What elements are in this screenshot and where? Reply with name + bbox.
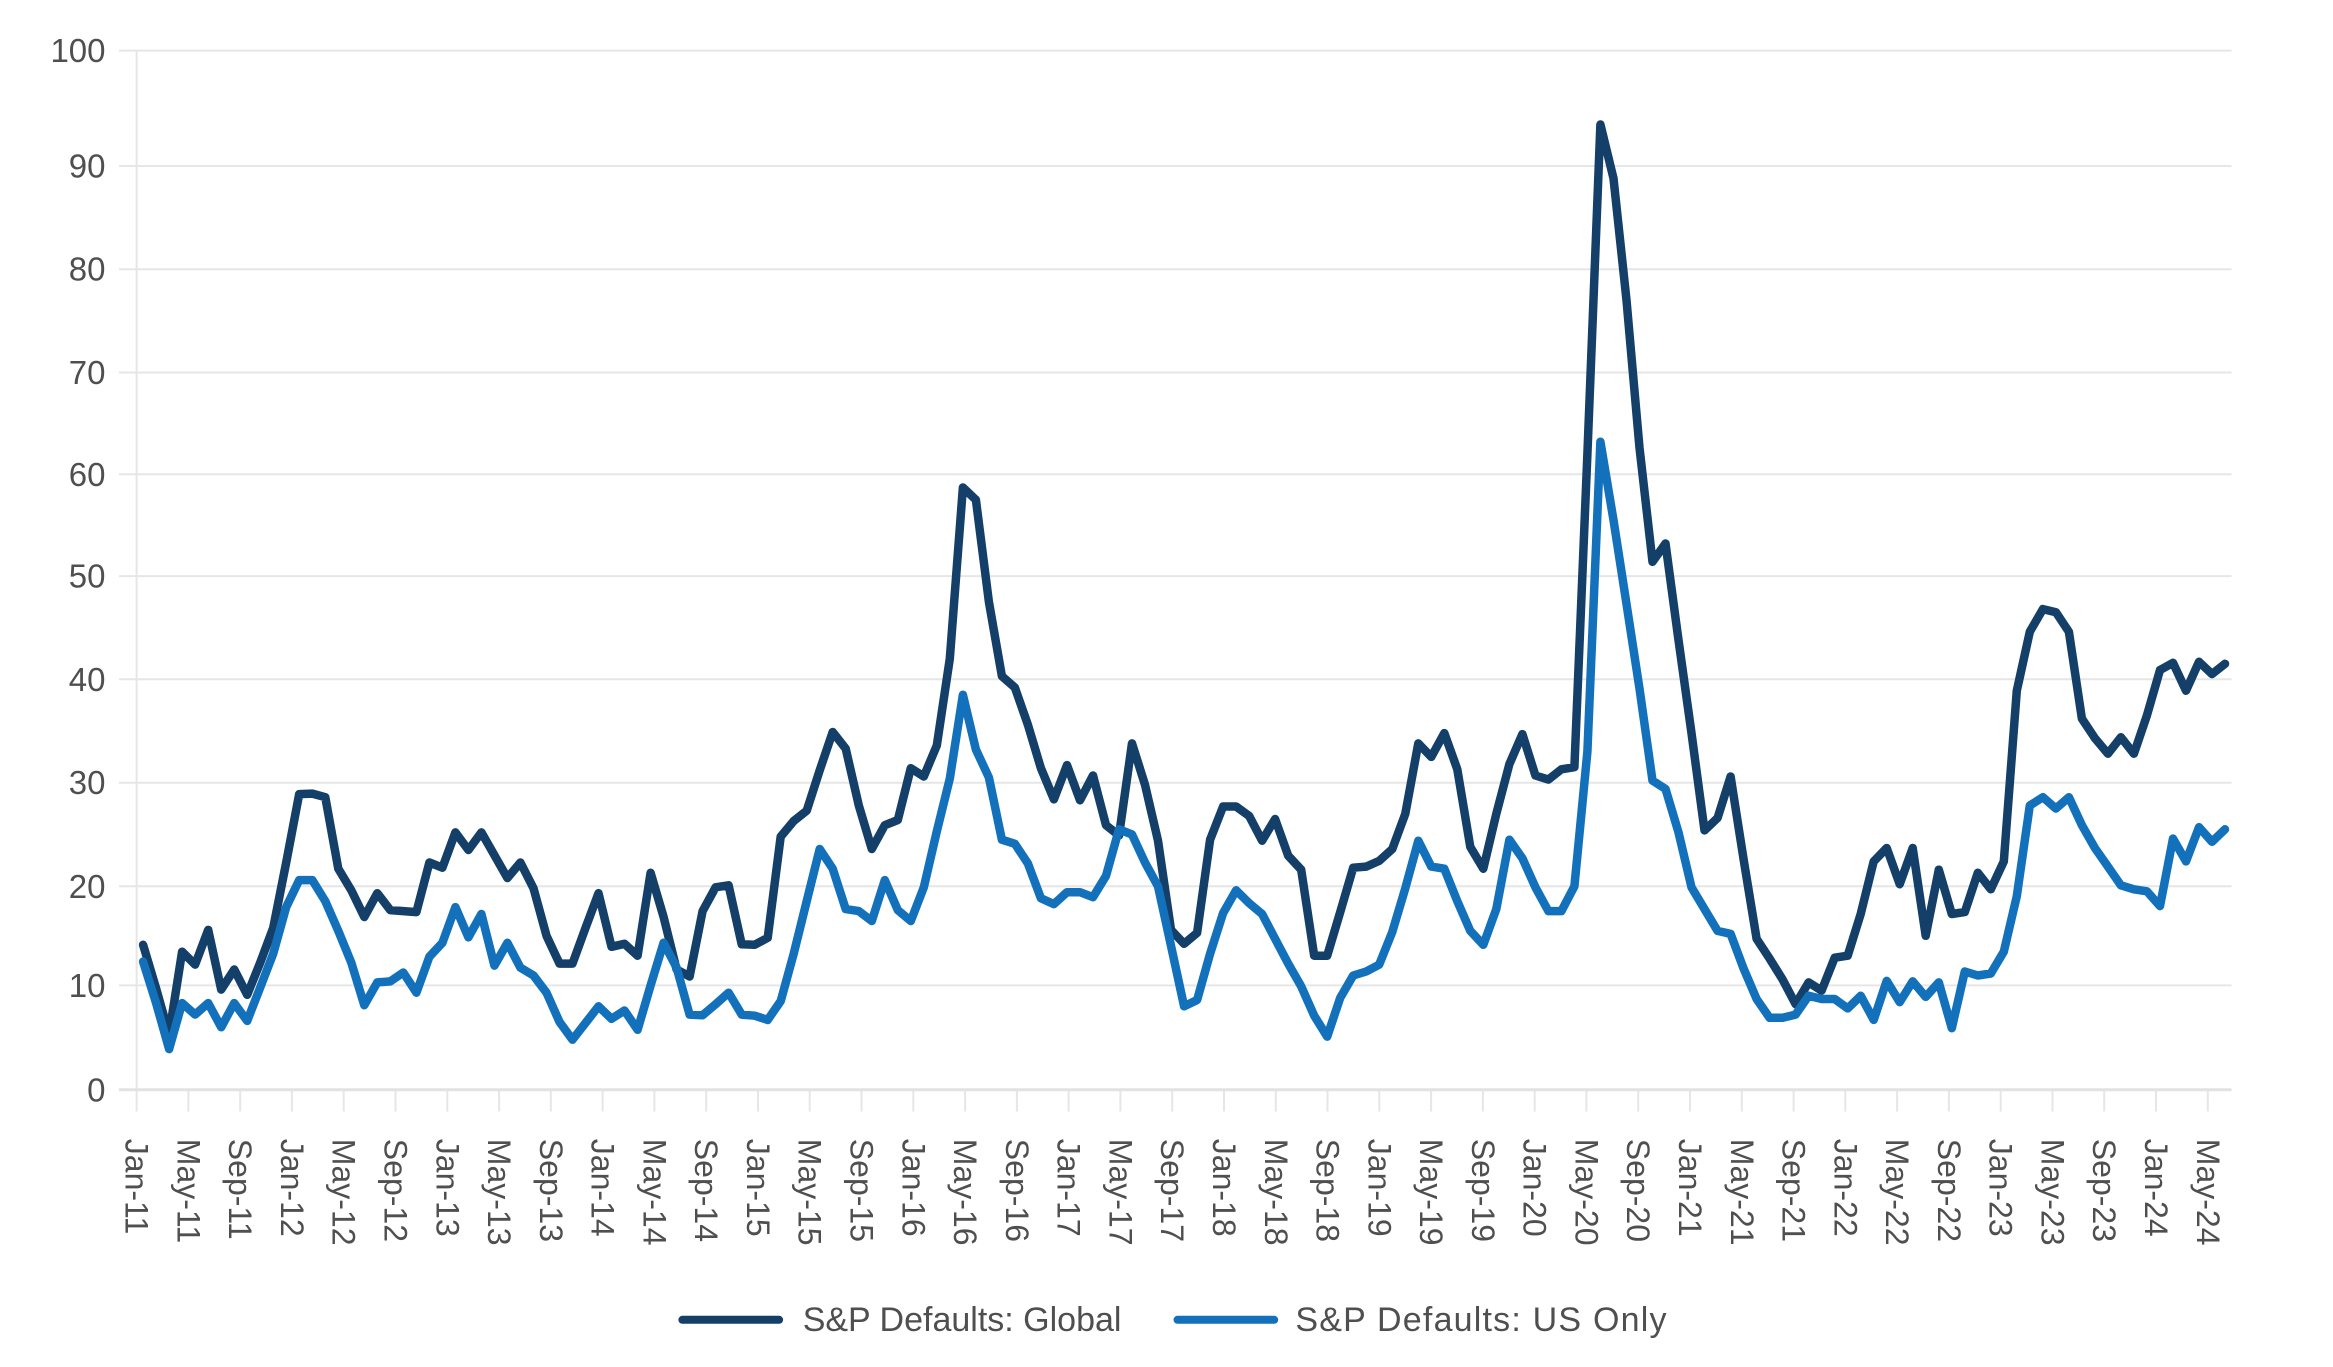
svg-text:May-11: May-11 xyxy=(170,1139,206,1243)
svg-text:0: 0 xyxy=(87,1071,105,1108)
svg-text:S&P Defaults: US Only: S&P Defaults: US Only xyxy=(1295,1301,1667,1339)
svg-text:10: 10 xyxy=(69,967,106,1004)
svg-text:Jan-13: Jan-13 xyxy=(429,1139,465,1237)
svg-text:Jan-12: Jan-12 xyxy=(274,1139,310,1237)
svg-text:May-14: May-14 xyxy=(636,1139,672,1246)
svg-text:Jan-16: Jan-16 xyxy=(895,1139,931,1237)
svg-text:Jan-21: Jan-21 xyxy=(1672,1139,1708,1237)
svg-text:Sep-22: Sep-22 xyxy=(1931,1139,1967,1242)
svg-text:May-19: May-19 xyxy=(1413,1139,1449,1246)
svg-text:May-22: May-22 xyxy=(1879,1139,1915,1246)
svg-text:May-12: May-12 xyxy=(326,1139,362,1246)
svg-text:Sep-17: Sep-17 xyxy=(1154,1139,1190,1242)
svg-text:May-17: May-17 xyxy=(1102,1139,1138,1246)
svg-text:70: 70 xyxy=(69,354,106,391)
svg-text:May-23: May-23 xyxy=(2035,1139,2071,1246)
svg-text:30: 30 xyxy=(69,764,106,801)
svg-text:Jan-15: Jan-15 xyxy=(740,1139,776,1237)
svg-text:Sep-18: Sep-18 xyxy=(1310,1139,1346,1242)
svg-text:May-20: May-20 xyxy=(1568,1139,1604,1246)
svg-text:Sep-11: Sep-11 xyxy=(222,1139,258,1240)
svg-text:Sep-12: Sep-12 xyxy=(378,1139,414,1242)
svg-text:S&P Defaults: Global: S&P Defaults: Global xyxy=(803,1301,1122,1339)
svg-text:Jan-17: Jan-17 xyxy=(1051,1139,1087,1237)
svg-text:Jan-11: Jan-11 xyxy=(119,1139,155,1234)
svg-text:20: 20 xyxy=(69,868,106,905)
svg-text:May-24: May-24 xyxy=(2190,1139,2226,1246)
svg-text:Jan-24: Jan-24 xyxy=(2138,1139,2174,1237)
svg-text:Sep-14: Sep-14 xyxy=(688,1139,724,1242)
svg-text:Jan-18: Jan-18 xyxy=(1206,1139,1242,1237)
svg-text:100: 100 xyxy=(50,32,105,69)
svg-text:Jan-19: Jan-19 xyxy=(1361,1139,1397,1237)
svg-text:May-13: May-13 xyxy=(481,1139,517,1246)
svg-text:Sep-23: Sep-23 xyxy=(2086,1139,2122,1242)
svg-text:Jan-22: Jan-22 xyxy=(1827,1139,1863,1237)
svg-text:Sep-19: Sep-19 xyxy=(1465,1139,1501,1242)
svg-text:Jan-14: Jan-14 xyxy=(585,1139,621,1237)
svg-text:Sep-15: Sep-15 xyxy=(844,1139,880,1242)
svg-text:40: 40 xyxy=(69,661,106,698)
svg-text:Sep-13: Sep-13 xyxy=(533,1139,569,1242)
svg-text:Sep-16: Sep-16 xyxy=(999,1139,1035,1242)
svg-text:80: 80 xyxy=(69,251,106,288)
svg-text:90: 90 xyxy=(69,148,106,185)
svg-text:Jan-20: Jan-20 xyxy=(1517,1139,1553,1237)
svg-text:50: 50 xyxy=(69,558,106,595)
svg-text:Sep-21: Sep-21 xyxy=(1776,1139,1812,1242)
svg-text:Jan-23: Jan-23 xyxy=(1983,1139,2019,1237)
svg-text:May-21: May-21 xyxy=(1724,1139,1760,1246)
svg-text:Sep-20: Sep-20 xyxy=(1620,1139,1656,1242)
svg-text:May-18: May-18 xyxy=(1258,1139,1294,1246)
svg-text:May-16: May-16 xyxy=(947,1139,983,1246)
svg-text:60: 60 xyxy=(69,456,106,493)
svg-text:May-15: May-15 xyxy=(792,1139,828,1246)
